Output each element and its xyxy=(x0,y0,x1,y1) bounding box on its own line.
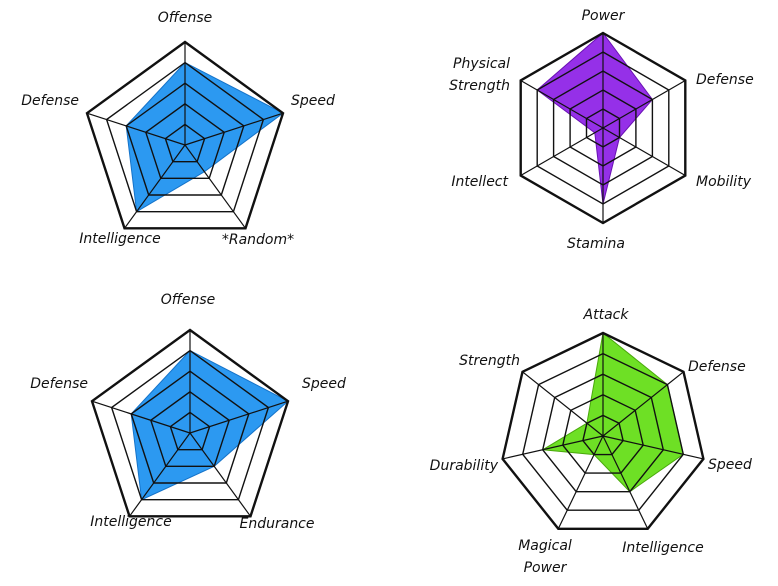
spoke-line xyxy=(91,400,191,434)
grid-ring xyxy=(130,370,250,484)
grid-ring xyxy=(562,394,644,474)
axis-label-intelligence: Intelligence xyxy=(90,514,171,530)
axis-label-speed: Speed xyxy=(302,376,346,392)
spoke-line xyxy=(520,79,604,129)
axis-label-random: *Random* xyxy=(222,232,294,248)
axis-label-strength: Strength xyxy=(459,353,520,369)
spoke-line xyxy=(602,435,704,460)
axis-label-physical-strength: Physical Strength xyxy=(449,56,510,94)
axis-label-defense: Defense xyxy=(696,72,754,88)
grid-ring xyxy=(125,82,245,196)
outer-ring xyxy=(90,328,290,518)
grid-ring xyxy=(521,352,685,511)
radar-chart-top-right: Power Defense Mobility Stamina Intellect Phys… xyxy=(449,8,754,252)
axis-label-durability: Durability xyxy=(430,458,499,474)
data-area xyxy=(130,349,289,501)
grid-ring xyxy=(149,390,231,467)
spoke-line xyxy=(184,112,284,146)
grid-ring xyxy=(541,373,665,493)
axis-label-offense: Offense xyxy=(158,10,213,26)
axis-label-defense: Defense xyxy=(30,376,88,392)
spoke-line xyxy=(189,400,289,434)
spoke-line xyxy=(189,432,251,517)
axis-label-power: Power xyxy=(582,8,626,24)
axis-label-magical-power: Magical Power xyxy=(518,538,572,576)
axis-label-defense: Defense xyxy=(21,93,79,109)
axis-label-endurance: Endurance xyxy=(240,516,315,532)
spoke-line xyxy=(86,112,186,146)
spoke-line xyxy=(520,127,604,177)
axis-label-offense: Offense xyxy=(161,292,216,308)
spoke-line xyxy=(602,127,686,177)
axis-label-intellect: Intellect xyxy=(451,174,508,190)
spoke-line xyxy=(522,371,604,437)
axis-label-attack: Attack xyxy=(583,307,630,323)
grid-ring xyxy=(110,349,270,501)
grid-ring xyxy=(144,102,226,180)
radar-chart-top-left: Offense Speed *Random* Intelligence Defense xyxy=(21,10,335,248)
spoke-line xyxy=(602,79,686,129)
axis-label-intelligence: Intelligence xyxy=(79,231,160,247)
axis-label-stamina: Stamina xyxy=(567,236,625,252)
spoke-line xyxy=(602,435,649,530)
data-area xyxy=(541,332,684,493)
radar-chart-bottom-right: Attack Defense Speed Intelligence Magical Pow… xyxy=(430,307,752,576)
grid-ring xyxy=(169,411,211,451)
outer-ring xyxy=(85,40,285,230)
spoke-line xyxy=(124,144,186,229)
axis-label-speed: Speed xyxy=(291,93,335,109)
grid-ring xyxy=(105,61,265,213)
axis-label-intelligence: Intelligence xyxy=(622,540,703,556)
spoke-line xyxy=(502,435,604,460)
data-area xyxy=(125,61,284,213)
spoke-line xyxy=(602,371,684,437)
outer-ring xyxy=(501,331,705,530)
spoke-line xyxy=(557,435,604,530)
spoke-line xyxy=(184,144,246,229)
axis-label-mobility: Mobility xyxy=(696,174,752,190)
radar-chart-bottom-left: Offense Speed Endurance Intelligence Defense xyxy=(30,292,346,532)
data-area xyxy=(536,32,654,205)
grid-ring xyxy=(164,123,206,163)
axis-label-speed: Speed xyxy=(708,457,752,473)
grid-ring xyxy=(582,414,624,456)
spoke-line xyxy=(129,432,191,517)
axis-label-defense: Defense xyxy=(688,359,746,375)
